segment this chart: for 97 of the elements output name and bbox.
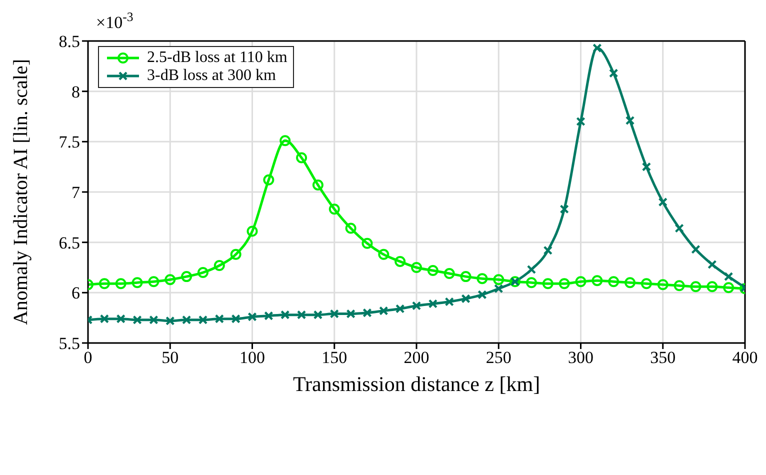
point (346, 309, 356, 318)
point (642, 162, 652, 172)
point (115, 278, 126, 290)
point (461, 294, 470, 304)
point (412, 301, 422, 310)
x-tick-label: 0 (84, 348, 92, 368)
point (658, 197, 668, 207)
point (476, 273, 488, 284)
y-tick-label: 5.5 (58, 334, 80, 354)
point (280, 310, 290, 320)
point (132, 315, 142, 324)
x-tick-label: 100 (240, 348, 265, 368)
point (526, 277, 537, 288)
point (379, 306, 388, 316)
y-tick-label: 8 (72, 82, 80, 102)
point (148, 276, 160, 288)
point (345, 222, 356, 234)
point (98, 278, 110, 290)
point (246, 226, 258, 237)
point (526, 264, 536, 274)
point (411, 262, 422, 273)
point (558, 278, 570, 290)
point (690, 281, 702, 292)
point (640, 278, 652, 290)
x-tick-label: 200 (404, 348, 430, 368)
point (428, 299, 438, 308)
y-tick-label: 6.5 (58, 233, 80, 252)
point (543, 246, 552, 255)
point (394, 256, 406, 267)
point (592, 43, 602, 53)
point (280, 135, 291, 146)
point (328, 204, 340, 215)
point (460, 271, 472, 282)
point (624, 277, 636, 288)
point (100, 314, 110, 324)
point (674, 224, 684, 233)
y-tick-label: 7.5 (58, 132, 80, 152)
point (116, 314, 126, 324)
y-tick-label: 6 (72, 284, 80, 303)
y-axis-title: Anomaly Indicator AI [lin. scale] (10, 58, 32, 326)
y-tick-label: 8.5 (58, 32, 80, 52)
point (724, 272, 734, 282)
point (378, 248, 390, 260)
x-tick-label: 300 (568, 348, 594, 368)
point (493, 274, 504, 286)
point (231, 314, 240, 324)
point (132, 277, 143, 288)
point (330, 309, 339, 318)
point (230, 248, 242, 260)
point (312, 179, 324, 190)
point (248, 312, 257, 322)
x-tick-label: 350 (650, 348, 676, 368)
point (625, 116, 635, 126)
point (723, 282, 734, 294)
y-tick-label: 7 (72, 183, 80, 202)
point (362, 308, 372, 318)
point (362, 238, 373, 249)
point (395, 304, 405, 314)
point (427, 265, 438, 276)
point (313, 310, 323, 320)
x-tick-label: 250 (486, 348, 512, 368)
point (478, 290, 487, 300)
point (706, 281, 718, 292)
point (494, 284, 504, 294)
point (575, 276, 586, 288)
point (214, 314, 224, 324)
point (542, 278, 554, 290)
point (149, 315, 158, 324)
point (444, 268, 455, 280)
point (198, 315, 208, 324)
point (576, 116, 586, 126)
point (263, 174, 274, 186)
point (560, 204, 569, 214)
x-tick-label: 400 (732, 348, 758, 368)
legend-label: 3-dB loss at 300 km (147, 67, 276, 85)
point (674, 280, 685, 292)
point (608, 276, 620, 288)
point (164, 274, 176, 286)
point (691, 244, 700, 254)
point (657, 279, 668, 290)
legend-label: 2.5-dB loss at 110 km (147, 49, 288, 67)
point (296, 310, 306, 320)
x-tick-label: 50 (162, 348, 179, 368)
point (166, 316, 175, 326)
x-axis-title: Transmission distance z [km] (292, 372, 540, 396)
point (197, 267, 208, 278)
point (181, 271, 192, 282)
point (444, 297, 454, 306)
text: ×10$^{-3}$ (96, 10, 134, 32)
point (296, 152, 308, 164)
x-tick-label: 150 (322, 348, 348, 368)
point (182, 315, 192, 324)
point (214, 260, 225, 271)
point (609, 68, 618, 78)
point (592, 275, 603, 286)
point (264, 311, 274, 320)
point (708, 260, 717, 270)
